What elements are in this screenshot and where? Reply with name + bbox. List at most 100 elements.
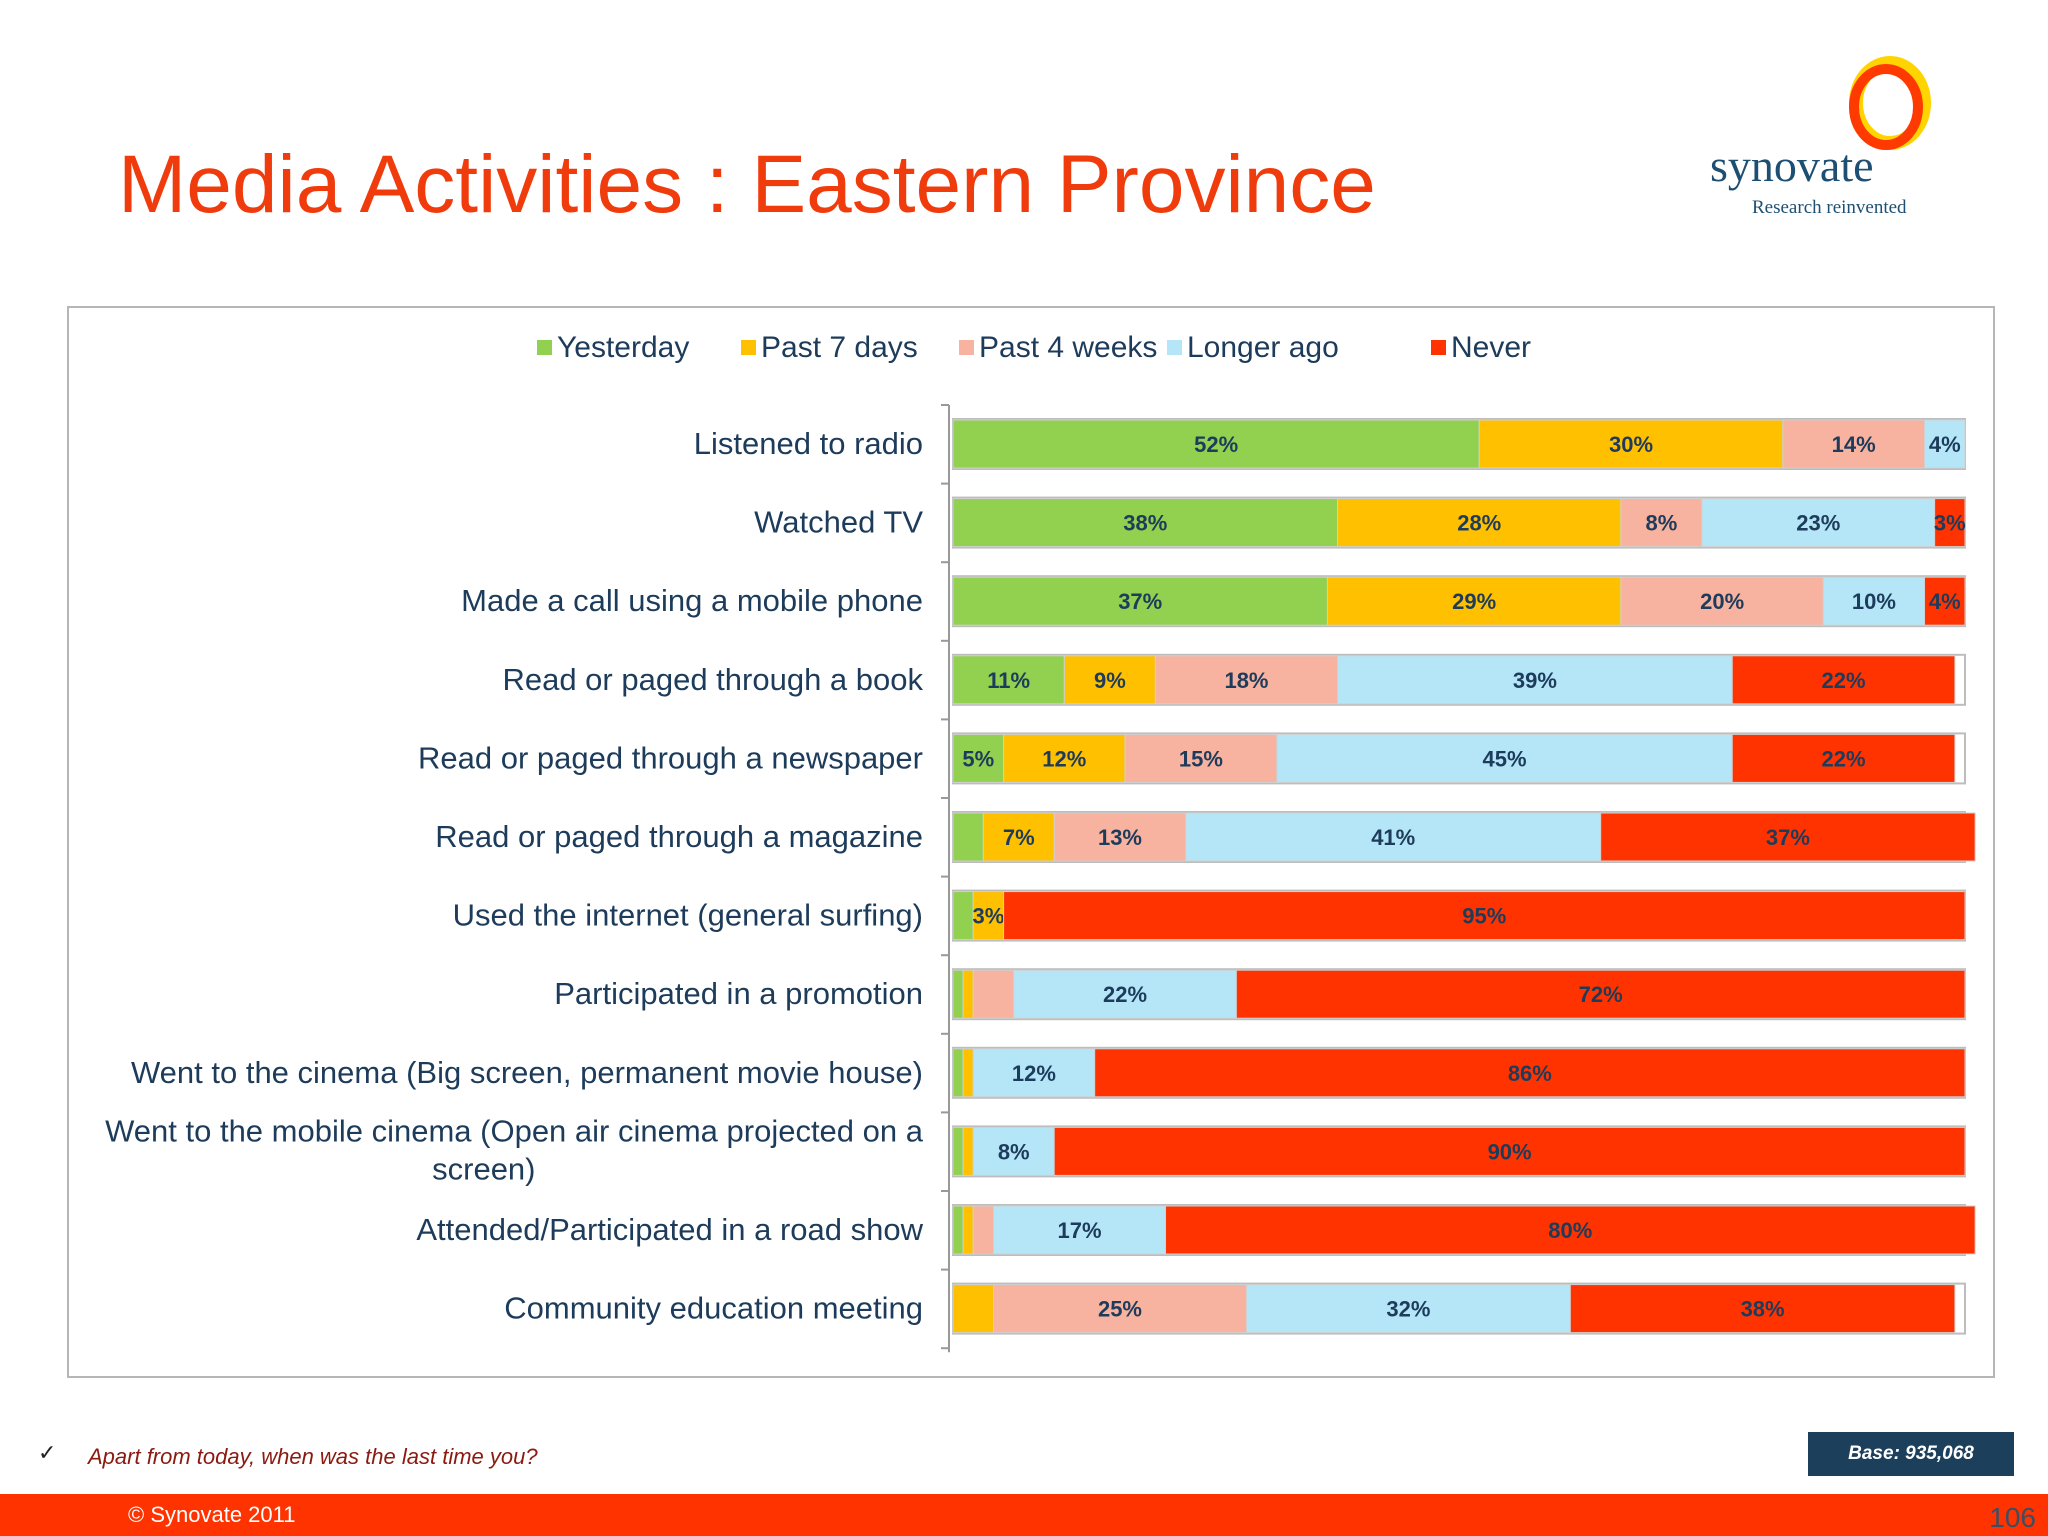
bar-segment-9-3	[972, 1126, 1055, 1176]
bar-segment-7-3	[1013, 969, 1237, 1019]
base-text: Base: 935,068	[1848, 1443, 1974, 1464]
bar-segment-1-2	[1620, 498, 1703, 548]
bar-segment-5-4	[1600, 812, 1976, 862]
logo-tagline: Research reinvented	[1752, 197, 1907, 218]
copyright: © Synovate 2011	[128, 1502, 296, 1527]
data-label-3-0: 11%	[987, 668, 1030, 693]
bar-segment-10-2	[972, 1205, 994, 1255]
data-label-5-3: 41%	[1371, 825, 1415, 850]
synovate-logo: synovate Research reinvented	[1700, 55, 1940, 235]
bar-segment-3-2	[1154, 655, 1339, 705]
data-label-4-4: 22%	[1822, 746, 1866, 771]
data-label-11-2: 25%	[1098, 1297, 1142, 1322]
legend-swatch-1	[741, 340, 756, 355]
data-label-3-4: 22%	[1822, 668, 1866, 693]
bar-segment-3-1	[1063, 655, 1156, 705]
data-label-0-0: 52%	[1194, 432, 1238, 457]
data-label-5-2: 13%	[1098, 825, 1142, 850]
data-label-8-4: 86%	[1508, 1061, 1552, 1086]
legend-label-0: Yesterday	[557, 331, 689, 364]
data-label-3-2: 18%	[1224, 668, 1268, 693]
data-label-11-4: 38%	[1741, 1297, 1785, 1322]
category-label-2: Made a call using a mobile phone	[461, 583, 923, 618]
base-badge: Base: 935,068	[1808, 1432, 2014, 1476]
bar-segment-7-4	[1235, 969, 1966, 1019]
checkmark-icon: ✓	[38, 1440, 57, 1465]
data-label-1-1: 28%	[1457, 511, 1501, 536]
data-label-3-1: 9%	[1094, 668, 1126, 693]
data-label-1-2: 8%	[1646, 511, 1678, 536]
data-label-7-3: 22%	[1103, 982, 1147, 1007]
bar-segment-5-1	[982, 812, 1055, 862]
data-label-4-2: 15%	[1179, 746, 1223, 771]
bar-segment-3-3	[1337, 655, 1733, 705]
bar-segment-8-4	[1094, 1048, 1966, 1098]
bar-segment-9-4	[1053, 1126, 1966, 1176]
legend-label-2: Past 4 weeks	[979, 331, 1157, 364]
data-label-8-3: 12%	[1012, 1061, 1056, 1086]
data-label-0-2: 14%	[1832, 432, 1876, 457]
bar-segment-5-2	[1053, 812, 1187, 862]
category-label-7: Participated in a promotion	[554, 976, 923, 1011]
legend-swatch-2	[959, 340, 974, 355]
logo-ring-icon	[1849, 56, 1931, 150]
data-label-2-3: 10%	[1852, 589, 1896, 614]
bar-segment-6-0	[952, 891, 974, 941]
category-label-3: Read or paged through a book	[502, 662, 923, 697]
bar-segment-1-0	[952, 498, 1339, 548]
category-label-11: Community education meeting	[504, 1291, 923, 1326]
category-label-10: Attended/Participated in a road show	[416, 1212, 923, 1247]
bar-segment-3-4	[1731, 655, 1956, 705]
bar-segment-4-4	[1731, 733, 1956, 783]
bar-segment-7-1	[962, 969, 974, 1019]
category-label-5: Read or paged through a magazine	[435, 819, 923, 854]
bar-segment-11-4	[1569, 1284, 1956, 1334]
bar-segment-4-1	[1003, 733, 1126, 783]
bar-segment-10-0	[952, 1205, 964, 1255]
data-label-10-3: 17%	[1057, 1218, 1101, 1243]
bar-segment-8-1	[962, 1048, 974, 1098]
data-label-9-3: 8%	[998, 1139, 1030, 1164]
footnote: Apart from today, when was the last time…	[88, 1444, 538, 1469]
data-label-5-4: 37%	[1766, 825, 1810, 850]
bar-segment-11-1	[952, 1284, 994, 1334]
legend-label-1: Past 7 days	[761, 331, 918, 364]
data-label-4-3: 45%	[1483, 746, 1527, 771]
bar-segment-2-2	[1620, 576, 1824, 626]
bar-segment-10-4	[1165, 1205, 1976, 1255]
data-label-3-3: 39%	[1513, 668, 1557, 693]
legend-swatch-0	[537, 340, 552, 355]
bar-segment-4-0	[952, 733, 1005, 783]
data-label-2-0: 37%	[1118, 589, 1162, 614]
bar-segment-9-1	[962, 1126, 974, 1176]
bar-segment-8-3	[972, 1048, 1096, 1098]
category-label-4: Read or paged through a newspaper	[418, 740, 923, 775]
legend-swatch-4	[1431, 340, 1446, 355]
bar-segment-1-4	[1934, 498, 1966, 548]
legend-swatch-3	[1167, 340, 1182, 355]
data-label-6-1: 3%	[973, 904, 1005, 929]
data-label-11-3: 32%	[1386, 1297, 1430, 1322]
bar-segment-11-3	[1245, 1284, 1571, 1334]
footer-bar: © Synovate 2011 106	[0, 1494, 2048, 1536]
bar-segment-3-0	[952, 655, 1065, 705]
category-label-1: Watched TV	[754, 505, 923, 540]
category-label-8: Went to the cinema (Big screen, permanen…	[131, 1055, 923, 1090]
bar-segment-10-3	[992, 1205, 1167, 1255]
data-label-1-3: 23%	[1796, 511, 1840, 536]
bar-segment-7-0	[952, 969, 964, 1019]
page-number: 106	[1989, 1502, 2036, 1533]
bar-segment-10-1	[962, 1205, 974, 1255]
data-label-6-4: 95%	[1462, 904, 1506, 929]
data-label-4-0: 5%	[962, 746, 994, 771]
category-label-9: Went to the mobile cinema (Open air cine…	[105, 1113, 924, 1186]
bar-segment-2-3	[1822, 576, 1926, 626]
data-label-2-1: 29%	[1452, 589, 1496, 614]
bar-segment-8-0	[952, 1048, 964, 1098]
data-label-9-4: 90%	[1488, 1139, 1532, 1164]
chart-frame: Yesterday Past 7 days Past 4 weeks Longer a…	[67, 306, 1995, 1378]
bar-segment-4-3	[1276, 733, 1733, 783]
data-label-1-4: 3%	[1934, 511, 1966, 536]
bar-segment-2-1	[1326, 576, 1622, 626]
data-label-0-1: 30%	[1609, 432, 1653, 457]
